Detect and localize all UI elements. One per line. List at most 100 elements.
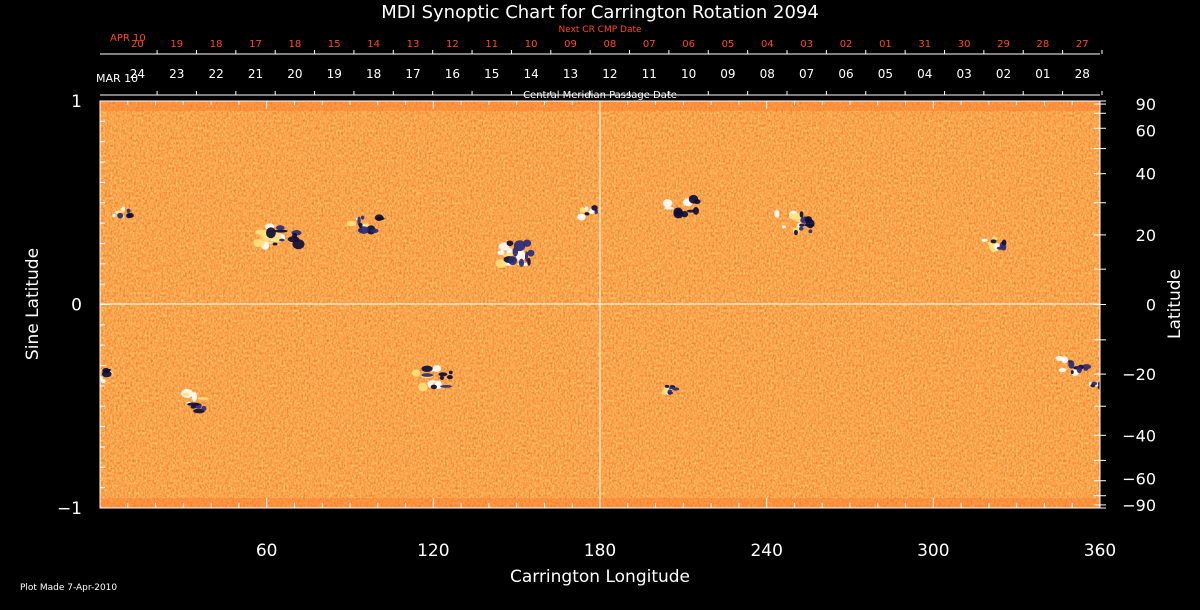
active-region <box>1055 355 1092 377</box>
bottom-axis-title: Carrington Longitude <box>510 567 690 587</box>
next-cr-axis-title: Next CR CMP Date <box>558 25 642 35</box>
next-cr-label: 17 <box>249 39 262 50</box>
cmp-label: 12 <box>602 67 617 81</box>
active-region <box>346 214 385 235</box>
right-tick-label: −90 <box>1122 496 1156 515</box>
next-cr-start-label: APR 10 <box>110 33 146 44</box>
next-cr-label: 06 <box>682 39 695 50</box>
next-cr-label: 18 <box>210 39 223 50</box>
right-tick-label: 60 <box>1136 121 1156 140</box>
next-cr-label: 09 <box>564 39 577 50</box>
right-tick-label: 20 <box>1136 226 1156 245</box>
cmp-label: 06 <box>838 67 853 81</box>
cmp-label: 18 <box>366 67 381 81</box>
bottom-axis-ticks <box>99 101 1101 508</box>
cmp-label: 07 <box>799 67 814 81</box>
cmp-tick-labels: 24 23 22 21 20 19 18 17 16 15 14 13 12 11 10 09 08 07 06 05… <box>130 67 1090 81</box>
left-tick-label: −1 <box>57 499 82 519</box>
active-region <box>774 209 815 236</box>
next-cr-label: 29 <box>997 39 1010 50</box>
next-cr-label: 04 <box>761 39 774 50</box>
active-region <box>412 365 453 392</box>
next-cr-label: 03 <box>800 39 813 50</box>
left-axis-labels: 1 0 −1 <box>57 92 82 519</box>
active-region <box>253 223 305 250</box>
next-cr-label: 10 <box>525 39 538 50</box>
right-tick-label: 90 <box>1136 95 1156 114</box>
active-region <box>577 205 598 221</box>
cmp-label: 10 <box>681 67 696 81</box>
next-cr-label: 15 <box>328 39 341 50</box>
right-axis-title: Latitude <box>1165 269 1185 339</box>
chart-title: MDI Synoptic Chart for Carrington Rotati… <box>381 2 819 23</box>
cmp-ticks <box>156 91 1103 95</box>
next-cr-label: 05 <box>722 39 735 50</box>
next-cr-label: 11 <box>485 39 498 50</box>
next-cr-label: 30 <box>958 39 971 50</box>
cmp-label: 02 <box>996 67 1011 81</box>
cmp-label: 04 <box>917 67 932 81</box>
cmp-axis-title: Central Meridian Passage Date <box>523 90 677 101</box>
bottom-tick-label: 240 <box>750 541 782 561</box>
right-tick-label: 0 <box>1146 296 1156 315</box>
bottom-tick-label: 360 <box>1084 541 1116 561</box>
right-tick-label: −60 <box>1122 470 1156 489</box>
next-cr-label: 28 <box>1037 39 1050 50</box>
next-cr-label: 12 <box>446 39 459 50</box>
next-cr-label: 27 <box>1076 39 1089 50</box>
next-cr-label: 31 <box>918 39 931 50</box>
bottom-tick-label: 120 <box>417 541 449 561</box>
cmp-label: 28 <box>1075 67 1090 81</box>
cmp-label: 19 <box>327 67 342 81</box>
cmp-label: 24 <box>130 67 145 81</box>
next-cr-ticks <box>156 50 1103 54</box>
right-tick-label: 40 <box>1136 165 1156 184</box>
cmp-label: 05 <box>878 67 893 81</box>
cmp-label: 22 <box>209 67 224 81</box>
active-region <box>495 239 535 268</box>
active-region <box>100 367 114 383</box>
plot-made-footnote: Plot Made 7-Apr-2010 <box>20 583 117 593</box>
cmp-label: 20 <box>287 67 302 81</box>
next-cr-label: 08 <box>603 39 616 50</box>
next-cr-label: 02 <box>840 39 853 50</box>
left-axis-ticks <box>100 100 110 509</box>
cmp-label: 21 <box>248 67 263 81</box>
cmp-start-label: MAR 10 <box>96 72 138 85</box>
cmp-label: 15 <box>484 67 499 81</box>
active-region <box>112 206 134 219</box>
cmp-label: 01 <box>1035 67 1050 81</box>
next-cr-label: 01 <box>879 39 892 50</box>
cmp-label: 09 <box>720 67 735 81</box>
cmp-label: 13 <box>563 67 578 81</box>
active-region <box>661 384 680 396</box>
right-tick-label: −20 <box>1122 365 1156 384</box>
next-cr-label: 07 <box>643 39 656 50</box>
next-cr-label: 14 <box>367 39 380 50</box>
left-axis-title: Sine Latitude <box>23 248 43 360</box>
cmp-label: 23 <box>169 67 184 81</box>
cmp-label: 14 <box>523 67 538 81</box>
cmp-label: 11 <box>642 67 657 81</box>
bottom-axis-labels: 60 120 180 240 300 360 <box>256 541 1116 561</box>
next-cr-tick-labels: 20 19 18 17 18 15 14 13 12 11 10 09 08 07 06 05 04 03 02 01… <box>131 39 1089 50</box>
next-cr-label: 20 <box>131 39 144 50</box>
bottom-tick-label: 60 <box>256 541 278 561</box>
right-tick-label: −40 <box>1122 426 1156 445</box>
cmp-label: 08 <box>760 67 775 81</box>
cmp-label: 17 <box>405 67 420 81</box>
left-tick-label: 0 <box>71 296 82 316</box>
active-region <box>181 388 209 414</box>
next-cr-label: 18 <box>289 39 302 50</box>
bottom-tick-label: 180 <box>584 541 616 561</box>
next-cr-label: 19 <box>170 39 183 50</box>
active-region <box>662 194 701 219</box>
left-tick-label: 1 <box>71 92 82 112</box>
active-region <box>981 236 1007 253</box>
cmp-label: 16 <box>445 67 460 81</box>
next-cr-label: 13 <box>407 39 420 50</box>
bottom-tick-label: 300 <box>917 541 949 561</box>
cmp-label: 03 <box>957 67 972 81</box>
right-axis-labels: 90 60 40 20 0 −20 −40 −60 −90 <box>1122 95 1156 515</box>
